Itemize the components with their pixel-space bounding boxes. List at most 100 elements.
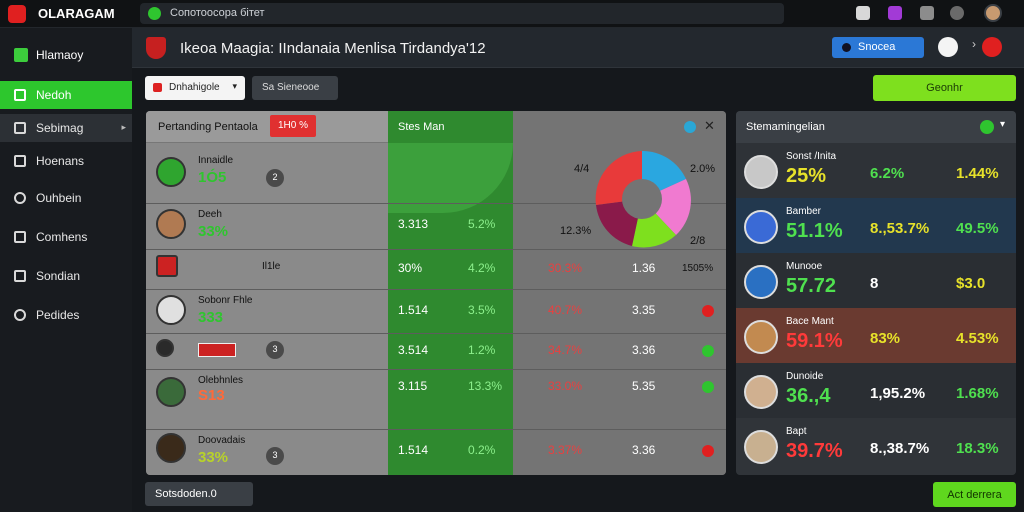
footer-select-button[interactable]: Sotsdoden.0 xyxy=(145,482,253,506)
standings-row[interactable]: Dunoide 36.,4 1,95.2% 1.68% xyxy=(736,363,1016,421)
sidebar-item-teams[interactable]: Hoenans xyxy=(0,147,132,175)
info-icon[interactable] xyxy=(684,121,696,133)
donut-label: 4/4 xyxy=(574,163,590,175)
primary-cta-button[interactable]: Geonhr xyxy=(873,75,1016,101)
status-dot xyxy=(702,345,714,357)
list-icon xyxy=(14,155,26,167)
player-avatar xyxy=(744,265,778,299)
player-avatar xyxy=(156,433,186,463)
team-name: Olebhnles xyxy=(198,375,244,386)
player-stat-2: 8.,38.7% xyxy=(870,440,930,457)
donut-slice xyxy=(642,179,691,235)
team-badge-icon xyxy=(156,255,178,277)
app-name: OLARAGAM xyxy=(38,6,115,21)
player-stat-3: $3.0 xyxy=(956,275,986,292)
sidebar-item-settings[interactable]: Pedides xyxy=(0,301,132,329)
player-avatar xyxy=(744,155,778,189)
stat-value: 1.514 xyxy=(398,303,429,317)
odds-value: 3.35 xyxy=(632,303,656,317)
sidebar-item-search[interactable]: Ouhbein xyxy=(0,184,132,212)
donut-label: 2.0% xyxy=(690,163,716,175)
chat-icon xyxy=(14,231,26,243)
match-panel: Pertanding Pentaola 1H0 % Stes Man ✕ Inn… xyxy=(146,111,726,475)
team-value: 1Ó5 xyxy=(198,169,227,186)
odds-value: 5.35 xyxy=(632,379,656,393)
app-logo-icon[interactable] xyxy=(8,5,26,23)
team-value: 333 xyxy=(198,309,224,326)
player-main-stat: 59.1% xyxy=(786,330,843,352)
club-crest-icon xyxy=(146,37,166,59)
stat-value: 3.313 xyxy=(398,217,429,231)
status-dot xyxy=(702,305,714,317)
window-icon[interactable] xyxy=(920,6,934,20)
player-avatar xyxy=(744,430,778,464)
stat-value: 1.514 xyxy=(398,443,429,457)
player-stat-3: 1.68% xyxy=(956,385,999,402)
player-avatar xyxy=(156,209,186,239)
sidebar-item-label: Sondian xyxy=(36,269,81,283)
team-flag-icon xyxy=(198,343,236,357)
chevron-down-icon[interactable]: ▾ xyxy=(1000,119,1006,130)
row-divider xyxy=(146,369,726,370)
sidebar-item-label: Comhens xyxy=(36,230,88,244)
stat-percent: 4.2% xyxy=(468,261,496,275)
user-avatar[interactable] xyxy=(984,4,1002,22)
player-stat-3: 49.5% xyxy=(956,220,999,237)
standings-header: Stemamingelian ▾ xyxy=(736,111,1016,143)
stat-value: 3.115 xyxy=(398,379,428,393)
odds-extra: 1505% xyxy=(682,263,714,274)
standings-row[interactable]: Munooe 57.72 8 $3.0 xyxy=(736,253,1016,311)
player-stat-2: 1,95.2% xyxy=(870,385,926,402)
odds-percent: 33.0% xyxy=(548,379,583,393)
player-name: Bapt xyxy=(786,426,807,437)
edit-icon[interactable] xyxy=(950,6,964,20)
chevron-right-icon: ▸ xyxy=(121,122,126,132)
sidebar-item-home[interactable]: Nedoh xyxy=(0,81,132,109)
player-avatar xyxy=(744,375,778,409)
sidebar-item-label: Nedoh xyxy=(36,88,72,102)
player-main-stat: 57.72 xyxy=(786,275,837,297)
sidebar-item-label: Pedides xyxy=(36,308,80,322)
standings-row[interactable]: Bapt 39.7% 8.,38.7% 18.3% xyxy=(736,418,1016,475)
player-stat-3: 18.3% xyxy=(956,440,999,457)
player-avatar xyxy=(744,210,778,244)
sidebar-brand: Hlamaoy xyxy=(36,48,84,62)
chevron-right-icon[interactable]: › xyxy=(972,37,976,51)
stat-chip: 2 xyxy=(266,169,284,187)
sidebar-item-matches[interactable]: Sebimag ▸ xyxy=(0,114,132,142)
header-action-button[interactable]: Snocea xyxy=(832,37,924,58)
sidebar-item-label: Sebimag xyxy=(36,121,84,135)
odds-value: 3.36 xyxy=(632,443,656,457)
standings-row[interactable]: Sonst /Inita 25% 6.2% 1.44% xyxy=(736,143,1016,201)
stat-percent: 5.2% xyxy=(468,217,496,231)
row-divider xyxy=(146,429,726,430)
standings-panel: Stemamingelian ▾ Sonst /Inita 25% 6.2% 1.44… xyxy=(736,111,1016,475)
standings-row[interactable]: Bamber 51.1% 8.,53.7% 49.5% xyxy=(736,198,1016,256)
magnifier-icon xyxy=(14,192,26,204)
sidebar-item-comments[interactable]: Comhens xyxy=(0,223,132,251)
status-dot xyxy=(702,381,714,393)
standings-row[interactable]: Bace Mant 59.1% 83% 4.53% xyxy=(736,308,1016,366)
footer-cta-button[interactable]: Act derrera xyxy=(933,482,1016,507)
bookmark-icon[interactable] xyxy=(856,6,870,20)
player-stat-2: 6.2% xyxy=(870,165,905,182)
donut-svg xyxy=(595,150,691,248)
filter-select[interactable]: Dnhahigole ▾ xyxy=(145,76,245,100)
team-name: Il1le xyxy=(262,261,281,272)
chevron-down-icon: ▾ xyxy=(232,81,237,91)
close-icon[interactable]: ✕ xyxy=(704,118,715,133)
filter-button[interactable]: Sa Sieneooe xyxy=(252,76,338,100)
player-main-stat: 51.1% xyxy=(786,220,843,242)
check-icon[interactable] xyxy=(980,120,994,134)
search-input[interactable]: Сопотоосора бітет xyxy=(140,3,784,24)
toggle-icon[interactable] xyxy=(938,37,958,57)
stat-percent: 3.5% xyxy=(468,303,496,317)
row-divider xyxy=(146,203,726,204)
search-icon xyxy=(148,7,161,20)
notification-icon[interactable] xyxy=(982,37,1002,57)
sidebar-item-schedule[interactable]: Sondian xyxy=(0,262,132,290)
camera-icon[interactable] xyxy=(888,6,902,20)
team-badge-icon xyxy=(156,377,186,407)
stat-percent: 0.2% xyxy=(468,443,496,457)
player-stat-2: 8.,53.7% xyxy=(870,220,930,237)
